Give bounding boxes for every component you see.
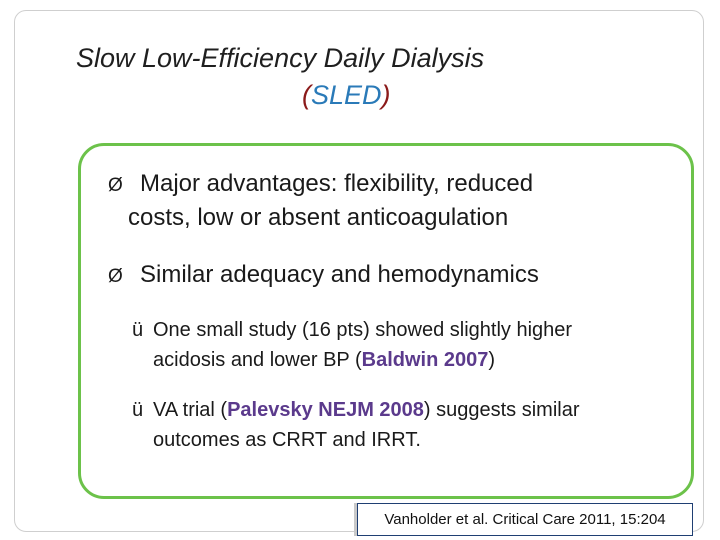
checkmark-icon: ü	[132, 399, 144, 421]
sub-bullet-va-trial-line-1: VA trial (Palevsky NEJM 2008) suggests s…	[153, 395, 580, 425]
checkmark-icon: ü	[132, 319, 144, 341]
content-box	[78, 143, 694, 499]
bullet-adequacy-line-1: Similar adequacy and hemodynamics	[140, 261, 539, 288]
title-abbreviation: SLED	[311, 80, 382, 110]
title-line-2: (SLED)	[302, 77, 391, 114]
bullet-advantages-line-1: Major advantages: flexibility, reduced	[140, 170, 534, 197]
title-line-1: Slow Low-Efficiency Daily Dialysis	[76, 43, 485, 73]
text-segment: )	[488, 349, 496, 371]
sub-bullet-small-study-line-2: acidosis and lower BP (Baldwin 2007)	[153, 345, 495, 375]
title-close-paren: )	[381, 80, 391, 110]
bullet-advantages-line-2: costs, low or absent anticoagulation	[128, 204, 509, 231]
text-segment: acidosis and lower BP (	[153, 349, 362, 371]
reference-baldwin: Baldwin 2007	[361, 349, 489, 371]
sub-bullet-va-trial-line-2: outcomes as CRRT and IRRT.	[153, 429, 421, 451]
arrow-bullet-icon: Ø	[108, 175, 123, 196]
text-segment: VA trial (	[153, 399, 228, 421]
text-segment: ) suggests similar	[423, 399, 580, 421]
arrow-bullet-icon: Ø	[108, 266, 123, 287]
title-open-paren: (	[302, 80, 311, 110]
citation-box: Vanholder et al. Critical Care 2011, 15:…	[357, 503, 693, 536]
sub-bullet-small-study-line-1: One small study (16 pts) showed slightly…	[153, 319, 573, 341]
reference-palevsky: Palevsky NEJM 2008	[227, 399, 424, 421]
